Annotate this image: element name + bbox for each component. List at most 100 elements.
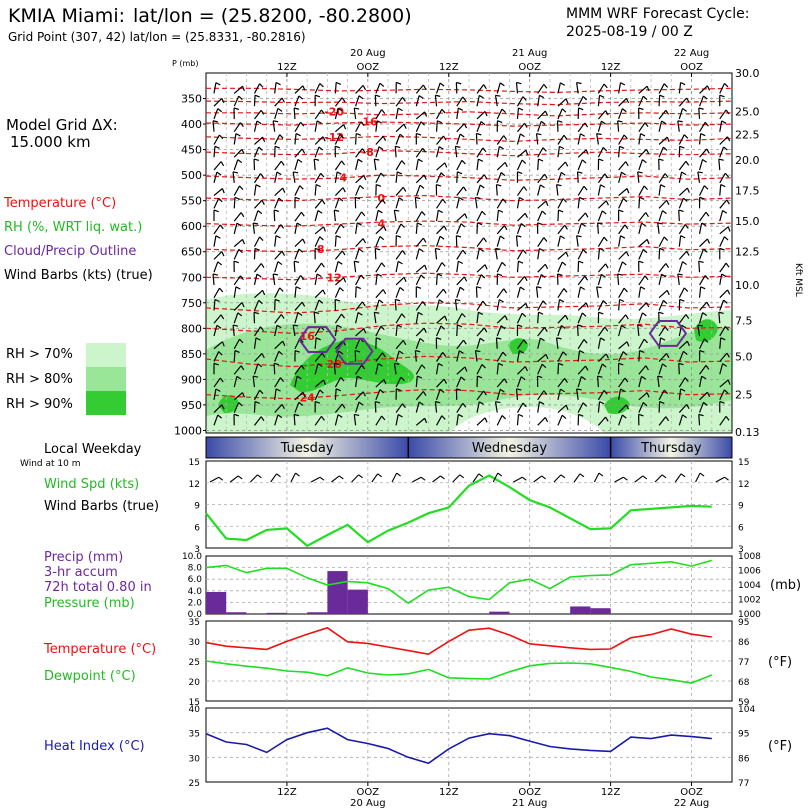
wind-barb-flag bbox=[341, 97, 346, 103]
wind-barb bbox=[294, 185, 301, 196]
wind-barb bbox=[537, 200, 547, 209]
wind-barb bbox=[496, 389, 501, 400]
surface-wind-barb bbox=[695, 472, 701, 483]
wind-barb-flag bbox=[685, 314, 690, 319]
temp-f-tick-label: 86 bbox=[738, 638, 750, 648]
wind-barb bbox=[476, 237, 485, 247]
wind-barb bbox=[233, 148, 243, 158]
wind-barb bbox=[537, 184, 541, 196]
wind-barb-flag bbox=[723, 146, 728, 151]
wind-barb bbox=[272, 120, 276, 132]
surface-wind-barb-flag bbox=[459, 474, 465, 479]
wind-barb bbox=[435, 210, 439, 222]
wind-barb bbox=[415, 147, 424, 158]
surface-wind-barb-flag bbox=[699, 472, 705, 477]
wind-barb-flag bbox=[620, 388, 626, 392]
wind-barb bbox=[638, 238, 648, 248]
wind-barb bbox=[638, 286, 642, 298]
wind-barb bbox=[496, 261, 503, 273]
wind-barb bbox=[334, 197, 340, 209]
wind-barb bbox=[294, 286, 297, 298]
wind-barb-flag bbox=[721, 120, 727, 124]
precip-panel-frame bbox=[205, 555, 733, 615]
wind-barb bbox=[597, 200, 607, 209]
precip-bar bbox=[206, 591, 227, 614]
wind-barb bbox=[294, 95, 300, 107]
wind-barb bbox=[436, 378, 445, 388]
wind-barb-flag bbox=[221, 251, 225, 257]
wind-barb bbox=[515, 388, 519, 400]
wind-barb bbox=[292, 325, 296, 337]
temp-f-tick-label: 77 bbox=[738, 658, 749, 668]
wind-barb bbox=[313, 312, 316, 324]
wind-barb bbox=[597, 173, 606, 184]
wind-barb bbox=[274, 377, 282, 388]
wind-barb bbox=[476, 159, 479, 171]
wind-barb-flag bbox=[233, 413, 239, 417]
wind-barb-flag bbox=[340, 223, 345, 229]
wind-barb bbox=[496, 198, 504, 209]
wind-barb bbox=[314, 389, 321, 401]
wind-barb-flag bbox=[499, 388, 505, 393]
pressure-right-tick-label: 1006 bbox=[738, 567, 761, 577]
wind-barb-flag bbox=[259, 236, 264, 241]
wind-barb bbox=[353, 414, 357, 426]
wind-barb bbox=[456, 171, 458, 183]
wind-barb-flag bbox=[497, 273, 503, 277]
wind-barb-flag bbox=[341, 403, 346, 409]
wind-barb-flag bbox=[680, 235, 686, 239]
wind-barb-flag bbox=[462, 96, 467, 102]
temp-f-tick-label: 59 bbox=[738, 698, 750, 708]
wind-barb-flag bbox=[664, 173, 669, 178]
wind-barb bbox=[698, 248, 705, 260]
wind-barb bbox=[253, 401, 256, 413]
wind-barb bbox=[314, 172, 322, 184]
wind-barb-flag bbox=[478, 94, 484, 99]
heat-f-tick-label: 77 bbox=[738, 779, 749, 789]
precip-bar bbox=[347, 589, 368, 614]
wind-barb-flag bbox=[343, 277, 347, 283]
wind-barb-flag bbox=[259, 389, 264, 395]
wind-barb-flag bbox=[524, 122, 528, 128]
wind-barb-flag bbox=[623, 134, 628, 140]
wind-barb bbox=[638, 275, 646, 286]
surface-wind-barb-flag bbox=[560, 474, 566, 479]
wind-barb bbox=[375, 273, 378, 285]
wind-barb-flag bbox=[642, 95, 648, 100]
wind-barb-flag bbox=[253, 311, 260, 315]
wind-barb bbox=[678, 108, 684, 120]
wind-barb bbox=[233, 312, 239, 324]
wind-barb-flag bbox=[478, 158, 484, 162]
wind-barb bbox=[213, 287, 221, 298]
wind-barb bbox=[355, 222, 358, 234]
wind-barb-flag bbox=[420, 274, 425, 279]
wind-barb-flag bbox=[626, 188, 630, 194]
wind-barb-flag bbox=[541, 210, 547, 215]
wind-barb-flag bbox=[436, 337, 442, 340]
wind-barb bbox=[496, 378, 505, 388]
wind-barb bbox=[334, 277, 345, 286]
wind-barb-flag bbox=[700, 286, 706, 290]
wind-barb bbox=[597, 83, 605, 94]
wind-barb bbox=[213, 388, 217, 400]
wind-barb bbox=[213, 235, 217, 247]
wind-barb-flag bbox=[585, 302, 589, 308]
wind-barb bbox=[213, 341, 223, 350]
wind-barb bbox=[678, 210, 680, 222]
wind-barb-flag bbox=[213, 209, 219, 213]
wind-barb bbox=[719, 236, 725, 247]
wind-barb bbox=[677, 120, 680, 132]
wind-barb-flag bbox=[483, 390, 487, 396]
wind-barb-flag bbox=[234, 196, 240, 200]
wind-barb bbox=[435, 172, 442, 184]
wind-barb-flag bbox=[562, 198, 567, 203]
wind-barb bbox=[678, 363, 680, 375]
wind-barb bbox=[355, 133, 357, 145]
wind-barb-flag bbox=[662, 299, 668, 305]
wind-barb bbox=[699, 365, 707, 375]
wind-barb bbox=[516, 312, 523, 324]
wind-barb bbox=[537, 147, 544, 158]
wind-barb bbox=[638, 122, 646, 133]
wind-barb-flag bbox=[275, 388, 281, 392]
wind-barb-flag bbox=[320, 172, 325, 178]
